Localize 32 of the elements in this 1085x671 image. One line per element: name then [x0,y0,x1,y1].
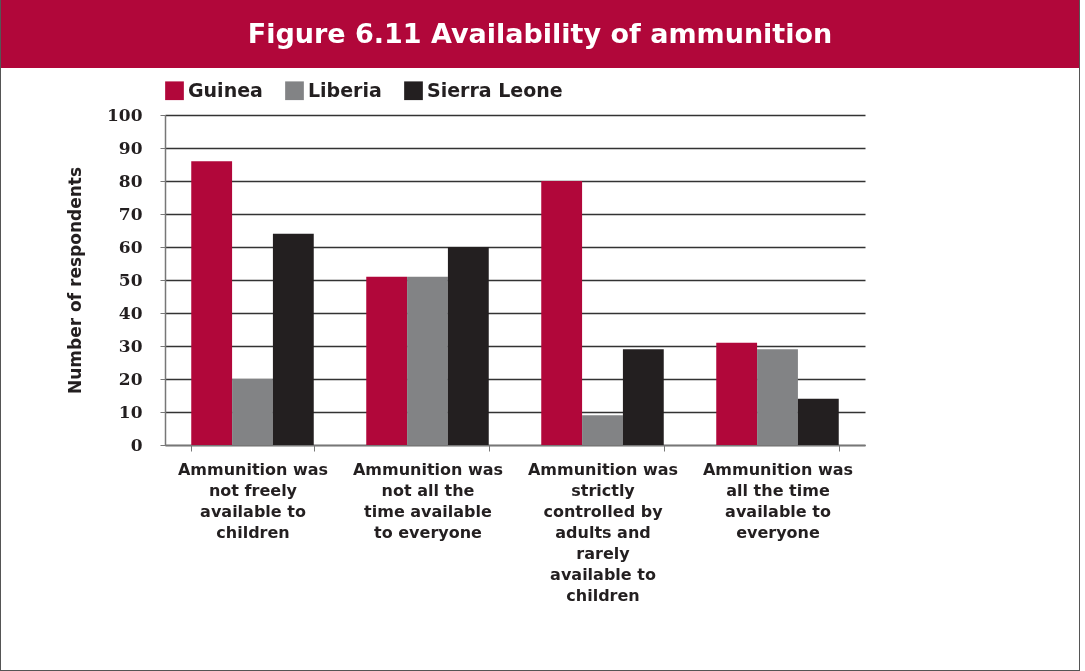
y-tick-label: 60 [118,236,143,257]
y-tick-label: 50 [118,269,143,290]
bar [716,342,758,445]
bar [191,161,233,445]
y-tick-label: 70 [118,203,143,224]
legend-label: Liberia [308,78,382,101]
y-tick-label: 20 [118,368,143,389]
x-tick-label: Ammunition was not freely available to children [177,459,329,542]
legend-label: Sierra Leone [427,78,563,101]
bar [272,233,314,445]
y-tick-label: 30 [118,335,143,356]
bar [407,276,448,445]
y-tick-label: 80 [118,170,143,191]
y-tick-label: 90 [118,137,143,158]
bar [232,379,273,445]
legend-label: Guinea [188,78,263,101]
bar [366,276,408,445]
x-tick-label: Ammunition was all the time available to everyone [702,459,854,542]
y-axis-title: Number of respondents [65,166,86,395]
bar [622,349,664,445]
x-tick-label: Ammunition was strictly controlled by adults and rarely available to children [527,459,679,605]
bar [757,349,798,445]
x-tick-label: Ammunition was not all the time available to everyone [352,459,504,542]
bar [797,398,839,445]
bar [541,181,583,445]
bar [582,415,623,445]
y-tick-label: 10 [118,401,143,422]
bar [447,247,489,445]
y-tick-label: 100 [107,104,143,125]
y-tick-label: 0 [130,434,143,455]
y-tick-label: 40 [118,302,143,323]
chart-title: Figure 6.11 Availability of ammunition [1,0,1079,68]
